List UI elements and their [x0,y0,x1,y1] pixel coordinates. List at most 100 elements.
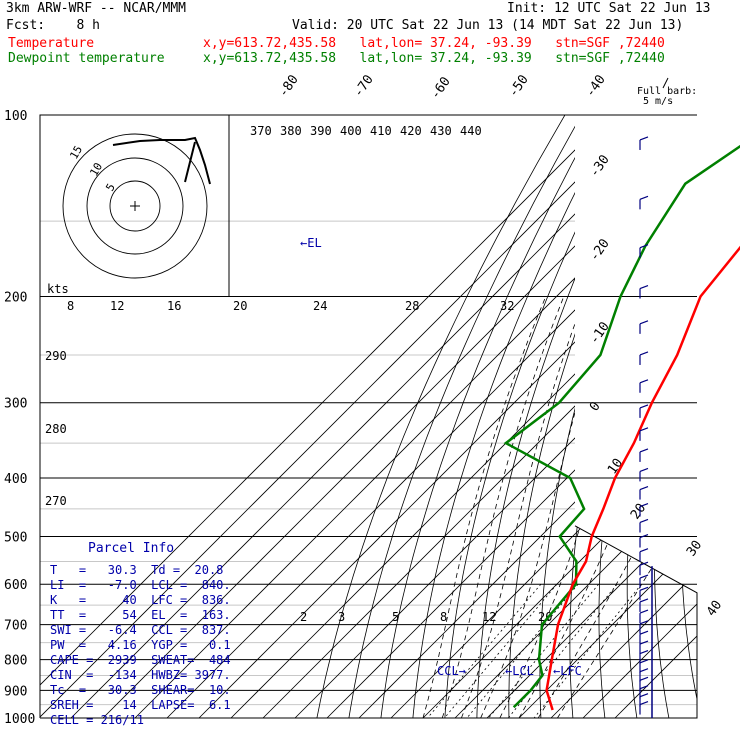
moist-adiabat [480,296,611,718]
temperature-tick-label: 0 [587,399,604,414]
wind-barb [639,427,649,432]
isotherm [358,115,697,718]
parcel-row: PW = 4.16 YGP = 0.1 [50,638,231,652]
el-label: ←EL [300,236,322,250]
parcel-row: CIN = -134 HWBZ= 3977. [50,668,231,682]
hodograph-ring [109,180,161,232]
isotherm [518,115,697,718]
temperature-tick-label: -20 [587,236,613,264]
mixing-ratio-label: 8 [440,610,447,624]
temperature-tick-label: -70 [351,72,377,100]
dry-adiabat [316,115,566,718]
parcel-row: CAPE = 2939 SWEAT= 484 [50,653,231,667]
temperature-legend: Temperature [8,36,95,51]
theta-label: 390 [310,124,332,138]
isotherm [454,115,697,718]
hodograph-speed-label: 24 [313,299,327,313]
hodograph-ring-label: 15 [67,144,85,162]
pressure-tick-label: 400 [4,472,27,487]
wind-barb [639,609,649,614]
dry-adiabat [569,115,697,718]
lfc-label: ←LFC [553,664,582,678]
wind-barb [639,650,649,655]
hodograph-speed-label: 20 [233,299,247,313]
moist-adiabat [518,296,686,718]
isotherm [390,115,697,718]
wind-barb [639,518,649,524]
temperature-tick-label: -80 [276,72,302,100]
wind-barb [639,668,649,673]
wind-barb [639,620,649,625]
hodograph-speed-label: 28 [405,299,419,313]
barb-legend-label: Full barb: [637,86,697,97]
temperature-tick-label: 30 [684,538,705,559]
isotherm [422,115,697,718]
temperature-tick-label: -50 [506,72,532,100]
mixing-ratio-line [427,583,542,718]
wind-barb [639,574,649,579]
wind-barb [639,284,649,290]
mixing-ratio-label: 5 [392,610,399,624]
isotherm [166,115,697,718]
isotherm [486,115,697,718]
parcel-row: SREH = 14 LAPSE= 6.1 [50,698,231,712]
pressure-tick-label: 600 [4,578,27,593]
pressure-tick-label: 100 [4,109,27,124]
dewpoint-line [503,144,740,709]
wind-barb [639,598,649,603]
isotherm [582,115,697,718]
theta-label: 410 [370,124,392,138]
temperature-tick-label: -40 [583,72,609,100]
wind-barb [639,404,649,409]
hodograph-trace [112,136,211,185]
dry-adiabat [732,115,740,718]
hodograph-ring-label: 5 [103,181,118,193]
mixing-ratio-label: 12 [482,610,496,624]
theta-label: 430 [430,124,452,138]
wind-barb [639,502,649,508]
wind-barb [639,548,649,553]
pressure-tick-label: 300 [4,397,27,412]
wind-barb [639,244,649,249]
dry-adiabat [444,115,632,718]
forecast-hour: Fcst: 8 h [6,18,100,33]
theta-e-label: 290 [45,349,67,363]
ccl-label: CCL→ [437,664,466,678]
parcel-row: T = 30.3 Td = 20.8 [50,563,224,577]
hodograph-ring [62,133,208,279]
mixing-ratio-line [466,583,579,718]
temperature-location: x,y=613.72,435.58 lat,lon= 37.24, -93.39… [203,36,665,51]
temperature-line [545,245,740,711]
temperature-tick-label: 20 [628,501,649,522]
wind-barb [639,701,649,706]
theta-label: 420 [400,124,422,138]
pressure-tick-label: 700 [4,619,27,634]
isotherm [40,115,643,718]
wind-barb [639,586,649,591]
wind-barb [639,685,649,690]
mixing-ratio-line [488,583,599,718]
wind-barb [639,561,649,566]
dry-adiabat [348,115,582,718]
pressure-tick-label: 200 [4,291,27,306]
parcel-row: CELL = 216/11 [50,713,144,727]
parcel-row: Tc = 30.3 SHEAR= 10. [50,683,231,697]
wind-barb [639,467,649,472]
pressure-tick-label: 500 [4,530,27,545]
hodograph-speed-label: 8 [67,299,74,313]
model-title: 3km ARW-WRF -- NCAR/MMM [6,1,187,16]
barb-legend-icon [662,77,669,89]
dry-adiabat [476,115,649,718]
dry-adiabat [707,115,740,718]
wind-barb [639,630,649,635]
pressure-tick-label: 900 [4,684,27,699]
wind-barb [639,379,649,384]
theta-label: 370 [250,124,272,138]
lcl-label: ←LCL [505,664,534,678]
wind-barb [639,693,649,698]
parcel-info-title: Parcel Info [88,541,175,556]
temperature-tick-label: -30 [587,152,613,180]
isotherm [198,115,697,718]
